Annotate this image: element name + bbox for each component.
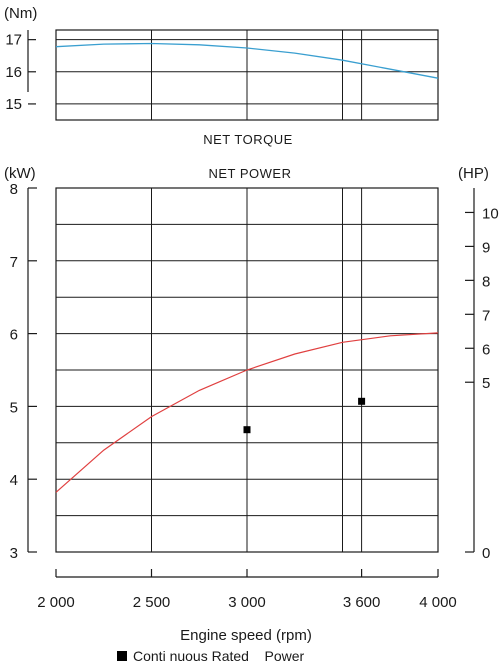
continuous-rated-power-marker [243,426,251,434]
power-x-tick-label: 3 000 [228,594,266,611]
power-series-line [55,332,439,493]
torque-panel: 17 16 15 (Nm) NET TORQUE [4,5,439,147]
torque-title: NET TORQUE [203,132,293,147]
power-y-ticks: 8 7 6 5 4 3 [10,181,37,562]
power-y-tick-label: 6 [10,327,18,344]
torque-unit-label: (Nm) [4,5,37,22]
power-plot-frame [55,187,439,553]
power-y2-tick-label: 5 [482,375,490,392]
power-y2-tick-label: 0 [482,545,490,562]
power-panel: NET POWER (kW) (HP) 8 7 6 5 4 3 10 9 8 7 6 5 0 2 00… [4,165,499,644]
power-y2-tick-label: 8 [482,273,490,290]
power-x-tick-label: 3 600 [343,594,381,611]
torque-y-ticks: 17 16 15 [5,32,36,113]
power-unit-label-kw: (kW) [4,165,36,182]
torque-plot-frame [55,29,439,121]
legend-marker-square [117,651,127,661]
power-y2-tick-label: 6 [482,341,490,358]
power-x-ticks: 2 000 2 500 3 000 3 600 4 000 [37,569,457,611]
power-series [55,332,439,493]
legend: Conti nuous Rated Power [117,648,305,664]
legend-label: Conti nuous Rated Power [133,648,305,664]
torque-series [55,42,439,79]
x-axis-label: Engine speed (rpm) [180,627,312,644]
power-y-tick-label: 8 [10,181,18,198]
power-markers [243,397,366,434]
power-title: NET POWER [209,166,292,181]
torque-y-tick-label: 17 [5,32,22,49]
power-unit-label-hp: (HP) [458,165,489,182]
power-y2-tick-label: 9 [482,239,490,256]
power-y-tick-label: 3 [10,545,18,562]
torque-grid [56,30,438,120]
torque-series-line [55,42,439,79]
torque-y-tick-label: 15 [5,96,22,113]
continuous-rated-power-marker [358,397,366,405]
power-grid [56,188,438,552]
power-y2-ticks: 10 9 8 7 6 5 0 [465,205,499,562]
power-y-tick-label: 5 [10,399,18,416]
power-x-tick-label: 2 000 [37,594,75,611]
power-y2-tick-label: 10 [482,205,499,222]
power-y-tick-label: 4 [10,472,18,489]
power-x-tick-label: 2 500 [133,594,171,611]
power-x-tick-label: 4 000 [419,594,457,611]
power-y2-tick-label: 7 [482,307,490,324]
torque-y-tick-label: 16 [5,64,22,81]
power-y-tick-label: 7 [10,254,18,271]
